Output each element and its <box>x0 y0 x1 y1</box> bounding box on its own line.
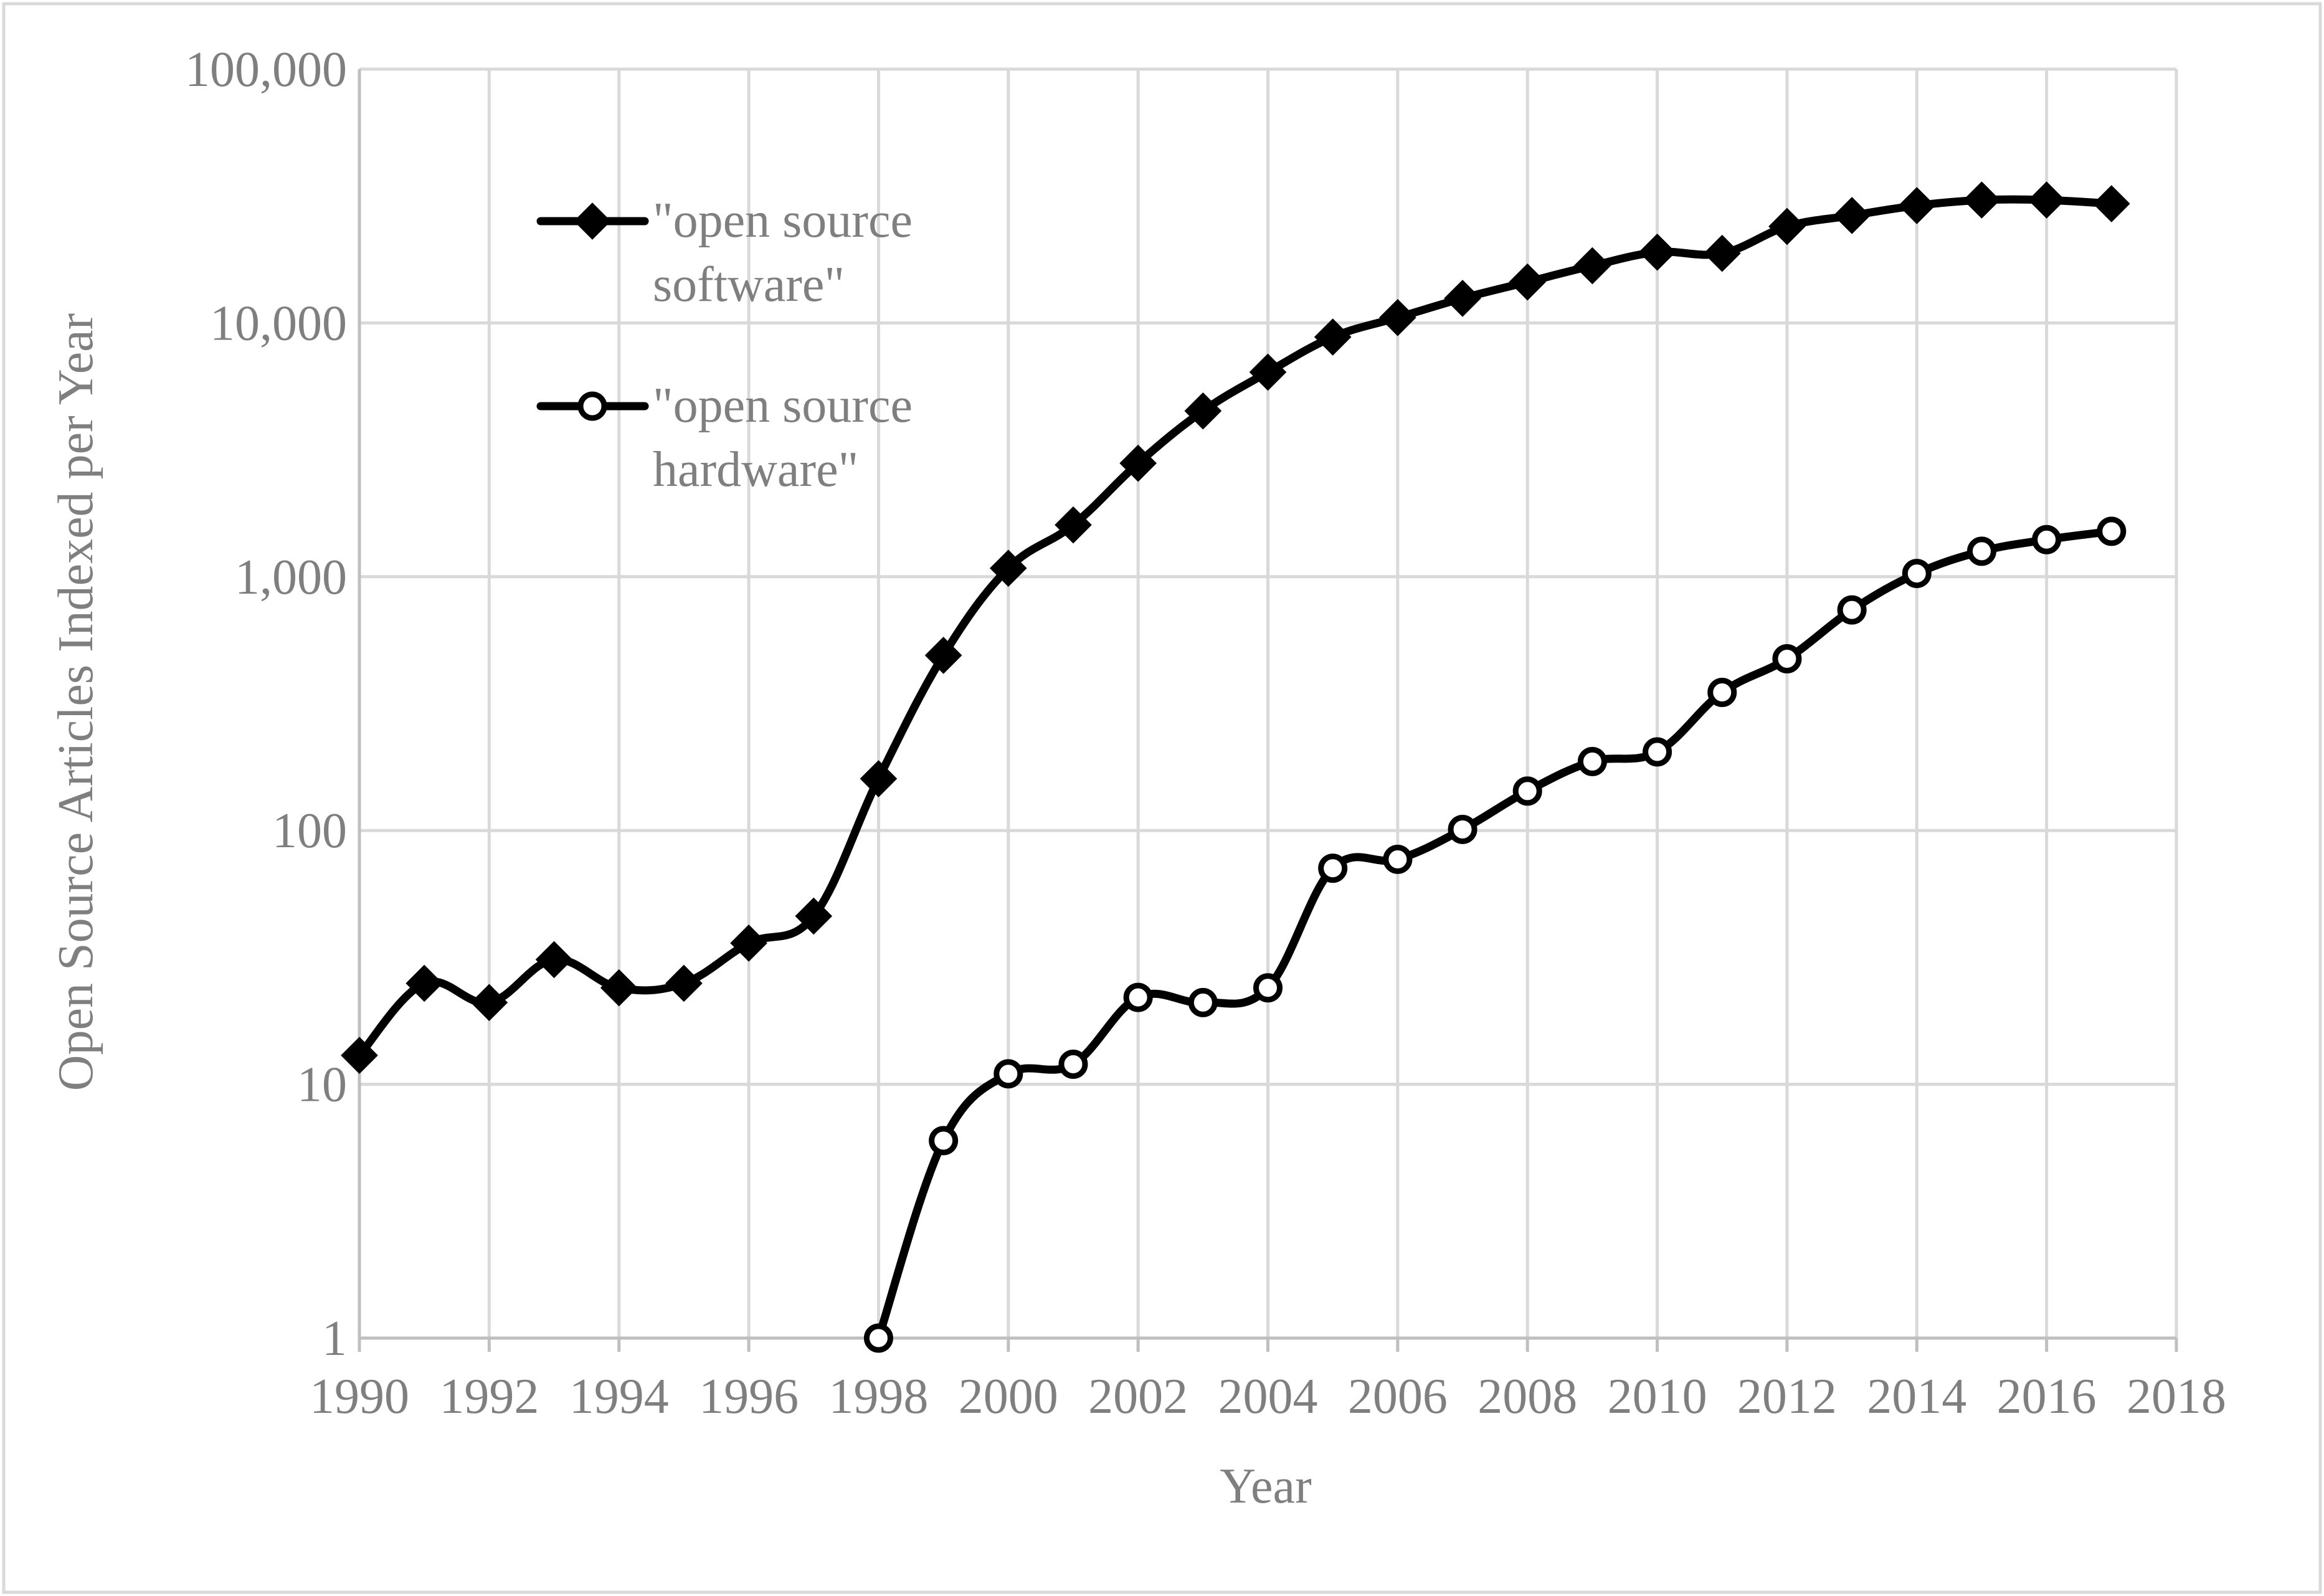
legend-marker <box>577 391 607 421</box>
data-point <box>989 549 1027 587</box>
data-point <box>1123 982 1153 1012</box>
x-tick-label: 2006 <box>1348 1369 1448 1424</box>
series-software <box>341 181 2130 1075</box>
x-tick-label: 2000 <box>959 1369 1058 1424</box>
y-tick-label: 1 <box>322 1311 347 1366</box>
x-tick-label: 1998 <box>828 1369 928 1424</box>
x-tick-label: 2018 <box>2127 1369 2226 1424</box>
y-axis-title: Open Source Articles Indexed per Year <box>49 313 103 1091</box>
data-point <box>1573 247 1611 285</box>
data-point <box>1055 506 1092 544</box>
data-point <box>1703 234 1741 272</box>
data-point <box>1902 559 1932 589</box>
x-tick-label: 2014 <box>1867 1369 1966 1424</box>
legend-label: "open source <box>653 378 913 433</box>
x-tick-label: 2002 <box>1088 1369 1188 1424</box>
data-point <box>1833 197 1871 234</box>
data-point <box>1314 318 1352 356</box>
data-point <box>1253 973 1283 1003</box>
legend-label: hardware" <box>653 442 858 497</box>
data-point <box>1638 234 1676 271</box>
data-point <box>1577 746 1607 776</box>
data-point <box>1768 207 1806 245</box>
data-point <box>795 897 833 935</box>
data-point <box>994 1059 1023 1089</box>
legend: "open source software" "open source hardwar… <box>536 193 913 497</box>
data-point <box>1509 263 1547 301</box>
data-point <box>535 941 573 979</box>
x-tick-label: 2012 <box>1737 1369 1837 1424</box>
data-point <box>1448 814 1477 844</box>
data-point <box>929 1126 959 1156</box>
y-tick-label: 10 <box>297 1058 347 1113</box>
y-tick-label: 100 <box>272 804 347 858</box>
legend-marker <box>574 202 611 240</box>
legend-entry: "open source hardware" <box>536 378 913 497</box>
data-point <box>1318 853 1348 883</box>
gridlines <box>358 67 2178 1340</box>
x-tick-label: 2008 <box>1477 1369 1577 1424</box>
x-axis-title: Year <box>1220 1459 1311 1514</box>
data-point <box>1966 536 1996 566</box>
data-point <box>1444 280 1481 317</box>
x-tick-label: 1990 <box>310 1369 409 1424</box>
data-point <box>863 1323 893 1353</box>
data-point <box>2092 185 2130 222</box>
data-point <box>341 1037 378 1075</box>
data-point <box>1643 737 1672 767</box>
series-hardware <box>863 516 2127 1353</box>
data-point <box>470 984 508 1022</box>
data-point <box>406 964 443 1002</box>
x-tick-label: 2010 <box>1608 1369 1707 1424</box>
axes: 1 10 100 1,000 10,000 100,000 1990 1992 1994 1996… <box>185 42 2226 1424</box>
data-point <box>860 760 898 797</box>
data-point <box>1837 595 1867 625</box>
y-tick-label: 100,000 <box>185 42 347 97</box>
data-point <box>1379 298 1416 336</box>
data-point <box>600 969 638 1007</box>
y-tick-label: 10,000 <box>210 296 347 351</box>
data-point <box>2097 516 2127 546</box>
x-tick-label: 1992 <box>439 1369 539 1424</box>
data-point <box>730 924 767 962</box>
y-tick-label: 1,000 <box>235 550 347 605</box>
data-point <box>1184 392 1222 430</box>
data-point <box>1963 181 2001 219</box>
data-point <box>2032 525 2062 554</box>
data-point <box>1512 776 1542 806</box>
data-point <box>1058 1049 1088 1079</box>
data-point <box>665 964 703 1002</box>
data-point <box>1188 987 1218 1017</box>
data-point <box>1383 844 1413 874</box>
legend-entry: "open source software" <box>536 193 913 312</box>
plot-series <box>341 181 2130 1353</box>
x-tick-label: 1994 <box>569 1369 669 1424</box>
data-point <box>1119 444 1157 482</box>
data-point <box>2028 181 2066 219</box>
data-point <box>924 637 962 674</box>
data-point <box>1898 187 1936 224</box>
data-point <box>1772 644 1802 674</box>
legend-label: "open source <box>653 193 913 248</box>
x-tick-label: 1996 <box>699 1369 799 1424</box>
legend-label: software" <box>653 257 845 312</box>
data-point <box>1249 353 1287 391</box>
x-tick-label: 2016 <box>1997 1369 2097 1424</box>
data-point <box>1707 678 1737 708</box>
x-tick-label: 2004 <box>1218 1369 1318 1424</box>
